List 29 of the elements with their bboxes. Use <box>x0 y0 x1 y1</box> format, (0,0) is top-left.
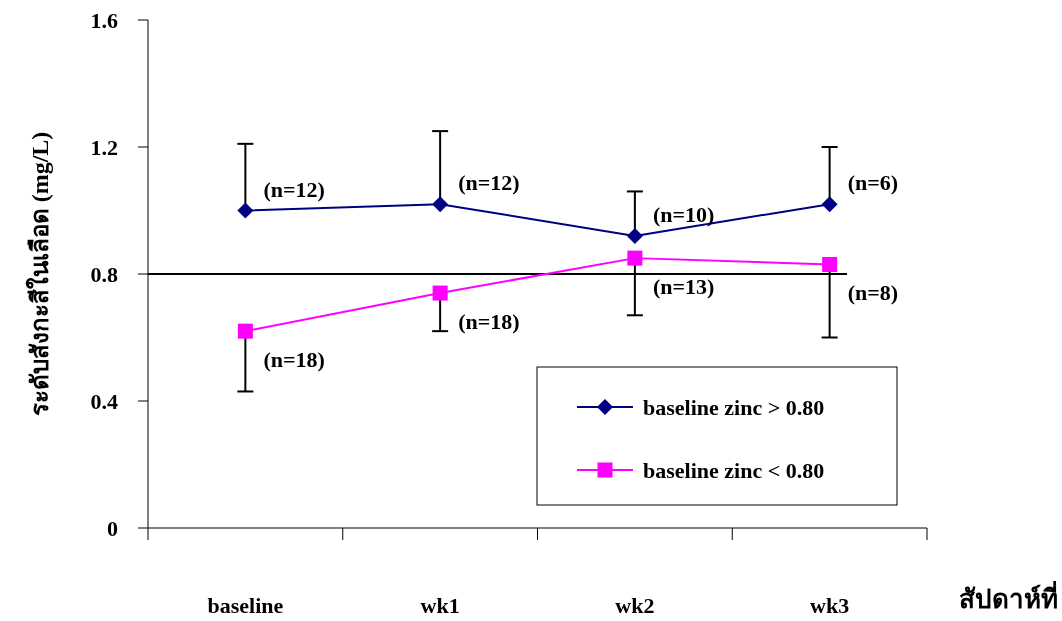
y-tick-label: 0 <box>107 516 118 541</box>
y-tick-label: 1.2 <box>90 135 118 160</box>
annotation: (n=13) <box>652 274 715 300</box>
x-tick-label: baseline <box>207 593 284 618</box>
y-tick-label: 0.8 <box>90 262 118 287</box>
y-tick-label: 1.6 <box>90 8 118 33</box>
point <box>627 250 643 266</box>
annotation: (n=8) <box>847 280 899 306</box>
point <box>237 202 254 219</box>
annotation: (n=10) <box>652 201 715 227</box>
annotation: (n=12) <box>263 176 325 202</box>
annotation: (n=18) <box>458 309 520 335</box>
point <box>822 256 838 272</box>
x-tick-label: wk3 <box>810 593 850 618</box>
annotation: (n=18) <box>263 347 325 373</box>
point <box>432 196 449 213</box>
point <box>821 196 838 213</box>
point <box>626 227 643 244</box>
point <box>237 323 253 339</box>
y-axis-title: ระดับสังกะสีในเลือด (mg/L) <box>25 131 53 417</box>
point <box>432 285 448 301</box>
legend-label: baseline zinc < 0.80 <box>643 458 825 483</box>
annotation: (n=12) <box>458 170 520 196</box>
x-tick-label: wk2 <box>615 593 655 618</box>
annotation: (n=6) <box>847 170 899 196</box>
x-axis-title: สัปดาห์ที่ <box>959 580 1058 614</box>
legend-label: baseline zinc > 0.80 <box>643 395 825 420</box>
y-tick-label: 0.4 <box>90 389 118 414</box>
x-tick-label: wk1 <box>420 593 460 618</box>
